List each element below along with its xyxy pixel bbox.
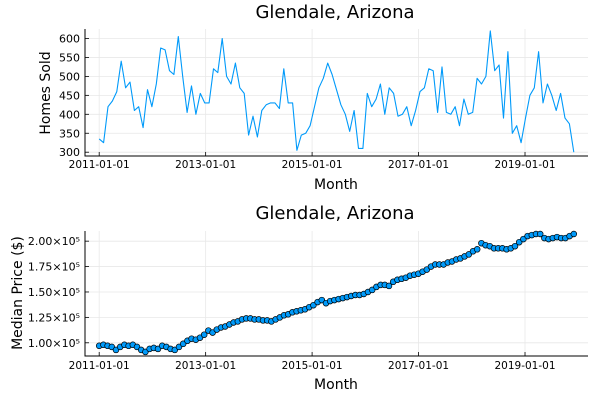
plot1-y-tick-label: 400: [59, 108, 80, 121]
plot1-x-tick-label: 2017-01-01: [388, 159, 449, 171]
plot1-grid: [85, 29, 588, 156]
plot2-y-tick-label: 2.00×10⁵: [28, 235, 80, 248]
median-price-plot: Glendale, Arizona 1.00×10⁵ 1.25×10⁵ 1.50×1…: [10, 203, 588, 393]
median-price-point: [511, 242, 519, 250]
homes-sold-series-line: [98, 30, 575, 153]
plot1-y-ticks: 300 350 400 450 500 550 600: [59, 32, 89, 159]
plot1-x-tick-label: 2013-01-01: [175, 159, 236, 171]
plot1-x-axis-label: Month: [314, 177, 358, 193]
plot1-x-tick-label: 2019-01-01: [494, 159, 555, 171]
plot1-y-tick-label: 300: [59, 146, 80, 159]
plot2-x-tick-label: 2019-01-01: [494, 360, 555, 372]
plot2-title: Glendale, Arizona: [255, 203, 414, 224]
plot1-y-tick-label: 500: [59, 70, 80, 83]
plot2-y-ticks: 1.00×10⁵ 1.25×10⁵ 1.50×10⁵ 1.75×10⁵ 2.00×10⁵: [28, 235, 89, 350]
plot1-y-tick-label: 600: [59, 32, 80, 45]
median-price-point: [385, 282, 393, 290]
plot2-x-tick-label: 2011-01-01: [69, 360, 130, 372]
plot2-y-axis-label: Median Price ($): [10, 236, 26, 350]
plot1-x-tick-label: 2015-01-01: [282, 159, 343, 171]
homes-sold-plot: Glendale, Arizona 300350400450500550600 …: [38, 2, 588, 193]
median-price-point: [570, 230, 578, 238]
plot1-title: Glendale, Arizona: [255, 2, 414, 23]
plot1-y-tick-label: 550: [59, 51, 80, 64]
plot2-y-tick-label: 1.50×10⁵: [28, 286, 80, 299]
plot2-y-tick-label: 1.25×10⁵: [28, 311, 80, 324]
median-price-series-points: [95, 230, 578, 356]
plot2-x-tick-label: 2013-01-01: [175, 360, 236, 372]
median-price-point: [536, 230, 544, 238]
plot1-y-tick-label: 450: [59, 89, 80, 102]
plot1-y-tick-label: 350: [59, 127, 80, 140]
plot2-axes-frame: [84, 231, 588, 357]
plot1-x-ticks: 2011-01-01 2013-01-01 2015-01-01 2017-01-01…: [69, 152, 556, 171]
plot1-x-tick-label: 2011-01-01: [69, 159, 130, 171]
plot2-y-tick-label: 1.75×10⁵: [28, 261, 80, 274]
plot1-y-axis-label: Homes Sold: [38, 51, 54, 134]
plot2-x-tick-label: 2017-01-01: [388, 360, 449, 372]
plot1-axes-frame: [84, 29, 588, 157]
median-price-point: [473, 246, 481, 253]
plot2-grid: [85, 231, 588, 356]
median-price-point: [200, 331, 208, 338]
plot2-x-axis-label: Month: [314, 377, 358, 393]
plot2-y-tick-label: 1.00×10⁵: [28, 337, 80, 350]
plot2-x-tick-label: 2015-01-01: [282, 360, 343, 372]
plot2-x-ticks: 2011-01-01 2013-01-01 2015-01-01 2017-01-01…: [69, 352, 556, 372]
